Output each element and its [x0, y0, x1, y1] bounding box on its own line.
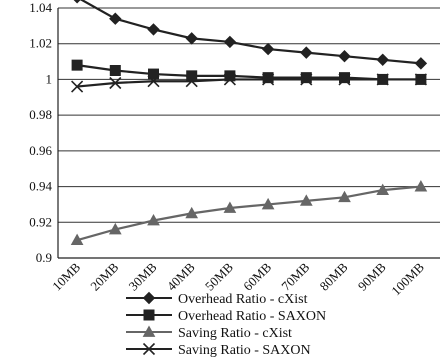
- data-point: [147, 213, 160, 226]
- data-point: [414, 73, 427, 86]
- data-point: [339, 72, 350, 84]
- data-point: [147, 75, 160, 88]
- data-point: [224, 70, 236, 82]
- data-point: [73, 0, 81, 4]
- data-point: [185, 32, 198, 45]
- y-tick-label: 0.9: [36, 250, 52, 265]
- x-tick-label: 100MB: [388, 259, 427, 298]
- data-point: [300, 46, 313, 59]
- y-tick-label: 0.98: [29, 107, 52, 122]
- data-point: [185, 206, 199, 219]
- data-point: [261, 197, 275, 210]
- series-layer: [70, 0, 428, 246]
- data-point: [71, 59, 83, 71]
- legend-item: Overhead Ratio - SAXON: [126, 309, 326, 324]
- data-point: [376, 183, 390, 196]
- data-point: [108, 222, 122, 235]
- legend-item: Saving Ratio - cXist: [126, 325, 292, 341]
- y-tick-label: 1.02: [29, 36, 52, 51]
- data-point: [109, 76, 122, 90]
- series-line: [79, 0, 422, 65]
- axes: [57, 8, 440, 259]
- x-tick-label: 80MB: [317, 259, 351, 293]
- x-tick-label: 30MB: [126, 259, 160, 293]
- x-tick-label: 10MB: [49, 259, 83, 293]
- series-1: [73, 0, 428, 70]
- data-point: [414, 57, 428, 70]
- y-tick-label: 0.92: [29, 214, 52, 229]
- data-point: [376, 73, 389, 86]
- series-2: [71, 59, 427, 85]
- legend-marker: [143, 309, 155, 321]
- data-point: [261, 42, 275, 56]
- data-point: [299, 194, 313, 206]
- data-point: [300, 72, 312, 84]
- series-line: [76, 78, 421, 88]
- series-line: [76, 185, 422, 242]
- data-point: [109, 65, 121, 76]
- data-point: [300, 73, 313, 86]
- data-point: [147, 23, 160, 36]
- legend-label: Overhead Ratio - cXist: [178, 292, 308, 307]
- x-tick-label: 50MB: [202, 259, 236, 293]
- data-point: [414, 180, 428, 192]
- data-point: [223, 73, 236, 86]
- data-point: [262, 72, 274, 84]
- legend-marker: [142, 291, 156, 305]
- legend-marker: [142, 325, 156, 337]
- data-point: [262, 73, 275, 86]
- y-tick-label: 0.96: [29, 143, 52, 158]
- y-tick-label: 1: [46, 71, 53, 86]
- data-point: [185, 75, 198, 88]
- data-point: [71, 80, 84, 93]
- data-point: [223, 35, 237, 49]
- legend-item: Overhead Ratio - cXist: [126, 291, 308, 307]
- data-point: [338, 50, 351, 63]
- x-tick-label: 40MB: [164, 259, 198, 293]
- x-tick-label: 20MB: [87, 259, 121, 293]
- y-tick-label: 0.94: [29, 179, 52, 194]
- series-line: [76, 64, 421, 81]
- data-point: [186, 70, 198, 82]
- legend: Overhead Ratio - cXist Overhead Ratio - S…: [126, 291, 326, 358]
- series-3: [70, 180, 428, 246]
- y-axis-ticks: 0.9 0.92 0.94 0.96 0.98 1 1.02 1.04: [29, 0, 52, 265]
- data-point: [109, 12, 122, 25]
- legend-label: Saving Ratio - cXist: [178, 326, 292, 341]
- legend-item: Saving Ratio - SAXON: [126, 342, 311, 358]
- legend-label: Saving Ratio - SAXON: [178, 343, 311, 358]
- y-tick-label: 1.04: [29, 0, 52, 15]
- data-point: [148, 68, 159, 80]
- data-point: [376, 53, 389, 66]
- x-tick-label: 60MB: [240, 259, 274, 293]
- x-tick-label: 90MB: [355, 259, 389, 293]
- data-point: [338, 190, 351, 203]
- legend-marker: [142, 342, 156, 356]
- x-tick-label: 70MB: [278, 259, 312, 293]
- series-4: [71, 73, 427, 93]
- legend-label: Overhead Ratio - SAXON: [178, 309, 326, 324]
- data-point: [223, 201, 237, 213]
- data-point: [338, 73, 351, 86]
- data-point: [70, 233, 84, 246]
